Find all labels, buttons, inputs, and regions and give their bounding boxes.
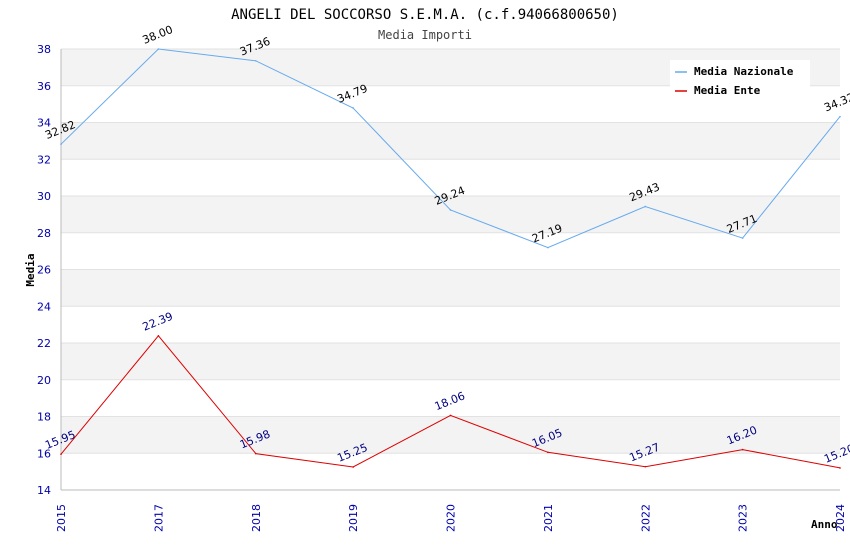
grid-band xyxy=(61,122,840,160)
y-tick-label: 18 xyxy=(37,411,51,424)
y-tick-label: 32 xyxy=(37,153,51,166)
y-tick-label: 36 xyxy=(37,80,51,93)
x-axis-label: Anno xyxy=(811,518,838,531)
x-tick-label: 2024 xyxy=(834,504,847,532)
data-point xyxy=(644,465,647,468)
data-point xyxy=(741,448,744,451)
x-tick-label: 2021 xyxy=(542,504,555,532)
data-point xyxy=(60,453,62,455)
legend-label-media-ente: Media Ente xyxy=(694,84,761,97)
legend-box xyxy=(670,60,810,100)
y-tick-label: 30 xyxy=(37,190,51,203)
data-point xyxy=(839,467,841,469)
grid-band xyxy=(61,232,840,270)
x-tick-label: 2023 xyxy=(737,504,750,532)
grid-band xyxy=(61,159,840,196)
grid-band xyxy=(61,196,840,233)
grid-band xyxy=(61,379,840,417)
y-tick-label: 22 xyxy=(37,337,51,350)
x-tick-label: 2018 xyxy=(250,504,263,532)
y-tick-label: 34 xyxy=(37,117,51,130)
data-point xyxy=(157,48,160,50)
data-point xyxy=(449,414,452,417)
y-tick-label: 24 xyxy=(37,300,51,313)
grid-band xyxy=(61,416,840,454)
data-label: 38.00 xyxy=(141,23,175,47)
data-point xyxy=(449,209,452,211)
x-tick-label: 2019 xyxy=(347,504,360,532)
chart-subtitle: Media Importi xyxy=(378,28,472,42)
chart-title: ANGELI DEL SOCCORSO S.E.M.A. (c.f.940668… xyxy=(231,7,619,23)
data-point xyxy=(352,466,354,468)
y-tick-label: 28 xyxy=(37,227,51,240)
x-tick-label: 2017 xyxy=(152,504,165,532)
x-tick-label: 2020 xyxy=(445,504,458,532)
legend-label-media-nazionale: Media Nazionale xyxy=(694,65,794,78)
y-tick-label: 38 xyxy=(37,43,51,56)
y-tick-label: 20 xyxy=(37,374,51,387)
grid-band xyxy=(61,269,840,307)
data-point xyxy=(352,107,354,109)
data-point xyxy=(60,143,62,145)
grid-band xyxy=(61,306,840,343)
data-point xyxy=(547,246,549,249)
y-tick-label: 16 xyxy=(37,447,51,460)
data-point xyxy=(157,335,160,337)
data-point xyxy=(254,452,257,455)
data-point xyxy=(644,205,647,208)
data-point xyxy=(254,59,257,62)
x-tick-label: 2015 xyxy=(55,504,68,532)
y-tick-label: 14 xyxy=(37,484,51,497)
grid-band xyxy=(61,453,840,490)
grid-band xyxy=(61,343,840,380)
y-axis-label: Media xyxy=(24,253,37,286)
y-tick-label: 26 xyxy=(37,264,51,277)
data-point xyxy=(547,451,549,454)
data-point xyxy=(839,115,841,118)
x-tick-label: 2022 xyxy=(639,504,652,532)
data-point xyxy=(741,237,744,239)
legend: Media Nazionale Media Ente xyxy=(670,60,810,100)
